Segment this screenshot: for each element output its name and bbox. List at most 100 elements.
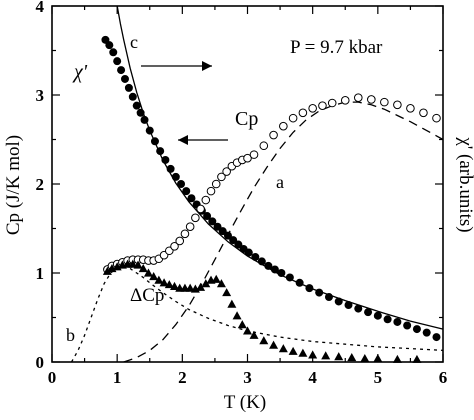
delta-cp-point: [196, 282, 206, 291]
cp-point: [269, 130, 278, 140]
chi-point: [150, 137, 159, 146]
cp-point: [318, 101, 327, 110]
x-tick-label: 3: [243, 368, 252, 387]
chi-point: [213, 222, 222, 231]
chi-point: [270, 265, 279, 274]
x-tick-label: 4: [308, 368, 317, 387]
chi-point: [161, 155, 170, 164]
x-tick-label: 5: [374, 368, 383, 387]
delta-cp-point: [259, 336, 269, 345]
curves: [70, 5, 444, 363]
delta-cp-point: [347, 353, 357, 362]
chi-point: [140, 115, 149, 124]
data-marks: [101, 35, 441, 363]
cp-point: [217, 172, 226, 182]
delta-cp-point: [222, 288, 232, 297]
cp-point: [327, 98, 337, 108]
chi-point: [120, 74, 129, 83]
chi-point: [124, 83, 133, 92]
delta-cp-point: [321, 351, 331, 360]
chi-point: [432, 333, 441, 342]
delta-cp-point: [143, 268, 153, 277]
delta-cp-point: [249, 330, 259, 339]
cp-point: [419, 108, 428, 118]
cp-point: [406, 104, 415, 113]
chi-point: [257, 257, 266, 266]
chi-point: [229, 236, 238, 245]
chi-point: [223, 231, 232, 240]
cp-point: [298, 108, 308, 118]
cp-point: [340, 96, 350, 105]
x-axis-title: T (K): [224, 392, 266, 413]
curve-a-label: a: [276, 172, 284, 192]
delta-cp-point: [243, 326, 252, 335]
y-tick-label: 3: [36, 86, 45, 105]
y-axis-title-left: Cp (J/K mol): [3, 135, 24, 235]
chi-point: [203, 212, 212, 221]
cp-point: [367, 95, 376, 104]
chi-point: [305, 284, 314, 293]
delta-cp-point: [138, 264, 148, 273]
chi-point: [208, 217, 217, 226]
delta-cp-point: [128, 259, 138, 268]
delta-cp-point: [298, 348, 308, 357]
cp-point: [243, 153, 252, 163]
cp-point: [201, 195, 211, 205]
delta-cp-point: [154, 275, 164, 284]
delta-cp-point: [185, 283, 195, 292]
chi-point: [218, 227, 227, 236]
y-tick-label: 2: [36, 175, 45, 194]
chi-point: [251, 252, 260, 261]
chi-point: [113, 57, 122, 66]
chi-label: χ': [72, 61, 88, 83]
delta-cp-point: [373, 353, 383, 363]
delta-cp-point: [392, 354, 402, 363]
x-tick-label: 1: [113, 368, 122, 387]
y-tick-label: 4: [36, 0, 45, 16]
chi-point: [136, 108, 145, 117]
chi-point: [117, 66, 126, 75]
cp-point: [211, 179, 221, 189]
chi-point: [182, 187, 191, 196]
cp-point: [180, 229, 190, 239]
chi-point: [128, 92, 137, 101]
cp-point: [185, 222, 195, 232]
chi-point: [383, 315, 392, 324]
x-tick-label: 2: [178, 368, 187, 387]
cp-label: Cp: [235, 108, 258, 130]
delta-cp-point: [227, 299, 237, 308]
chi-point: [277, 269, 286, 277]
chi-point: [393, 317, 402, 326]
chi-point: [344, 301, 353, 310]
chi-point: [105, 41, 114, 50]
chi-point: [324, 293, 333, 302]
delta-cp-point: [170, 281, 180, 290]
delta-cp-point: [149, 272, 159, 281]
chi-point: [166, 164, 175, 173]
chi-point: [334, 297, 343, 306]
cp-point: [175, 236, 185, 246]
cp-point: [196, 204, 205, 214]
chi-point: [264, 261, 273, 270]
chi-point: [285, 273, 294, 282]
pressure-label: P = 9.7 kbar: [290, 37, 383, 58]
x-tick-label: 6: [439, 368, 448, 387]
curve-b-label: b: [66, 325, 75, 345]
chi-point: [234, 240, 243, 249]
chi-point: [177, 180, 186, 188]
chi-point: [187, 194, 196, 203]
delta-cp-point: [211, 274, 221, 283]
cp-point: [380, 97, 389, 107]
cp-point: [432, 113, 441, 123]
delta-cp-point: [269, 340, 279, 349]
delta-cp-label: ΔCp: [130, 285, 164, 306]
arrow-left-head: [178, 135, 188, 145]
cp-point: [222, 167, 231, 176]
cp-point: [393, 100, 402, 110]
axes: 0 1 2 3 4 5 6 0 1 2 3 4: [36, 0, 448, 387]
y-axis-title-right: χ' (arb.units): [455, 136, 474, 232]
x-tick-label: 0: [48, 368, 57, 387]
arrows: [141, 61, 228, 145]
chi-point: [373, 311, 382, 320]
